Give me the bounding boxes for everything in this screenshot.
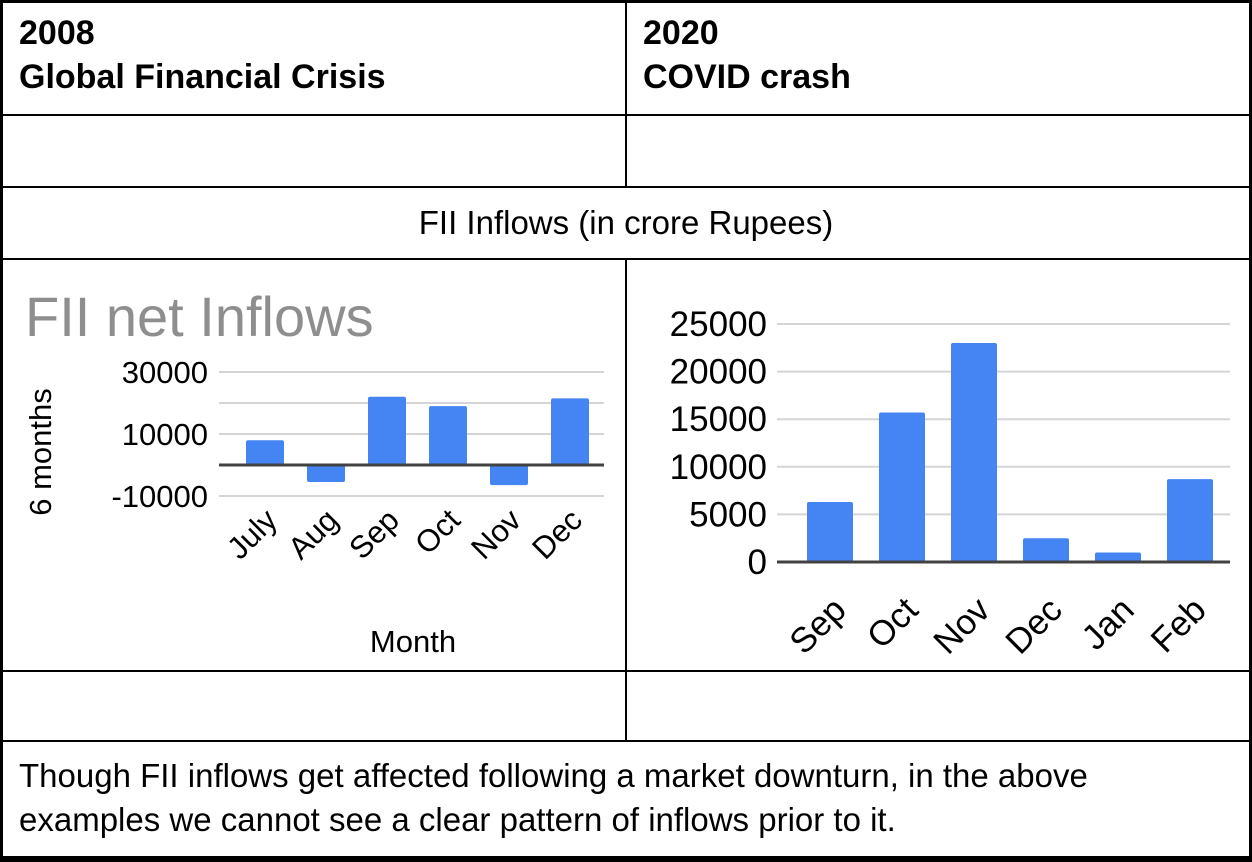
empty-cell — [3, 672, 627, 740]
empty-cell — [627, 672, 1249, 740]
svg-text:Sep: Sep — [342, 502, 406, 566]
svg-text:Jan: Jan — [1074, 590, 1141, 657]
svg-text:25000: 25000 — [670, 305, 767, 344]
merged-title-row: FII Inflows (in crore Rupees) — [3, 188, 1249, 260]
svg-text:0: 0 — [748, 543, 767, 582]
year-2020-label: 2020 — [643, 14, 719, 52]
svg-text:-10000: -10000 — [111, 479, 208, 514]
empty-cell — [627, 116, 1249, 186]
header-cell-2020: 2020 COVID crash — [627, 3, 1249, 114]
spacer-row-top — [3, 116, 1249, 188]
svg-text:Feb: Feb — [1143, 590, 1213, 660]
year-2008-label: 2008 — [19, 14, 95, 52]
empty-cell — [3, 116, 627, 186]
charts-row: 30000 10000 -10000 July Aug Sep Oct Nov Dec FII n… — [3, 260, 1249, 672]
svg-text:Aug: Aug — [281, 502, 345, 566]
event-2008-label: Global Financial Crisis — [19, 58, 386, 96]
svg-text:5000: 5000 — [689, 495, 767, 534]
svg-text:Dec: Dec — [525, 502, 589, 566]
caption-row: Though FII inflows get affected followin… — [3, 742, 1249, 856]
svg-text:Nov: Nov — [926, 590, 998, 662]
svg-text:10000: 10000 — [122, 417, 208, 452]
svg-text:Month: Month — [370, 624, 456, 659]
spacer-row-bottom — [3, 672, 1249, 742]
header-row: 2008 Global Financial Crisis 2020 COVID … — [3, 3, 1249, 116]
svg-text:20000: 20000 — [670, 353, 767, 392]
svg-text:Oct: Oct — [860, 590, 926, 656]
chart-cell-2008: 30000 10000 -10000 July Aug Sep Oct Nov Dec FII n… — [3, 260, 627, 670]
svg-text:30000: 30000 — [122, 355, 208, 390]
fii-inflows-title: FII Inflows (in crore Rupees) — [418, 204, 834, 241]
svg-text:Nov: Nov — [464, 502, 528, 566]
event-2020-label: COVID crash — [643, 58, 851, 96]
svg-text:10000: 10000 — [670, 448, 767, 487]
conclusion-text: Though FII inflows get affected followin… — [19, 757, 1088, 838]
header-cell-2008: 2008 Global Financial Crisis — [3, 3, 627, 114]
svg-text:Sep: Sep — [782, 590, 854, 662]
svg-text:FII net Inflows: FII net Inflows — [25, 285, 374, 348]
svg-text:July: July — [220, 502, 284, 566]
svg-text:6 months: 6 months — [23, 388, 58, 516]
svg-text:Oct: Oct — [408, 502, 467, 561]
svg-text:15000: 15000 — [670, 400, 767, 439]
chart-cell-2020: 25000 20000 15000 10000 5000 0 Sep Oct Nov Dec Jan… — [627, 260, 1249, 670]
svg-text:Dec: Dec — [998, 590, 1070, 662]
fii-2020-bar-chart: 25000 20000 15000 10000 5000 0 Sep Oct Nov Dec Jan… — [670, 305, 1230, 662]
